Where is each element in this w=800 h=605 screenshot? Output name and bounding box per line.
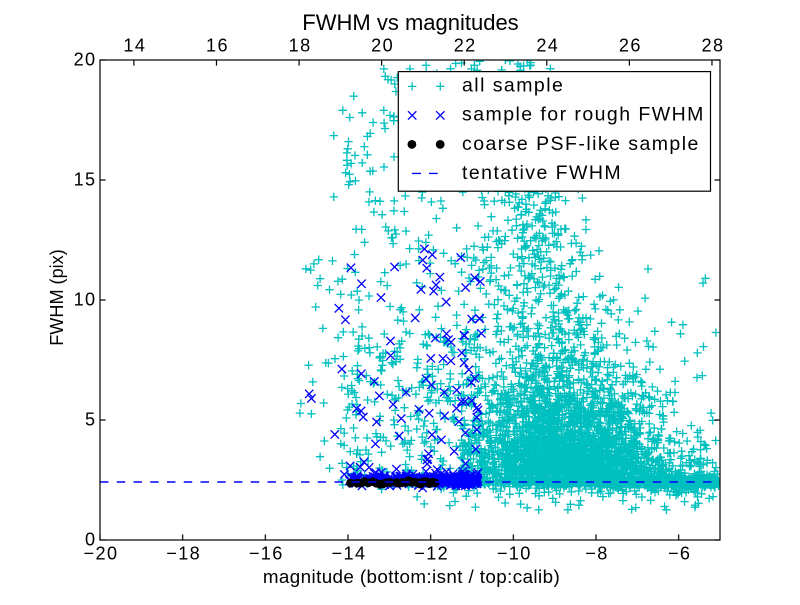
svg-text:16: 16 (206, 36, 229, 56)
svg-text:magnitude (bottom:isnt / top:c: magnitude (bottom:isnt / top:calib) (263, 566, 560, 587)
svg-text:0: 0 (85, 530, 96, 550)
svg-text:22: 22 (454, 36, 477, 56)
svg-text:18: 18 (289, 36, 312, 56)
svg-text:5: 5 (85, 410, 96, 430)
svg-text:10: 10 (74, 290, 97, 310)
svg-text:15: 15 (74, 170, 97, 190)
svg-text:FWHM vs magnitudes: FWHM vs magnitudes (302, 10, 518, 35)
svg-text:−10: −10 (497, 544, 532, 564)
svg-text:sample for rough FWHM: sample for rough FWHM (462, 104, 705, 126)
svg-text:28: 28 (702, 36, 725, 56)
svg-text:−14: −14 (332, 544, 367, 564)
svg-text:FWHM (pix): FWHM (pix) (47, 249, 67, 345)
svg-text:−6: −6 (668, 544, 691, 564)
svg-text:20: 20 (371, 36, 394, 56)
svg-text:20: 20 (74, 50, 97, 70)
svg-text:24: 24 (536, 36, 559, 56)
svg-text:tentative FWHM: tentative FWHM (462, 162, 622, 184)
svg-text:26: 26 (619, 36, 642, 56)
svg-text:14: 14 (123, 36, 146, 56)
svg-text:−18: −18 (166, 544, 201, 564)
svg-text:−20: −20 (84, 544, 119, 564)
svg-text:−16: −16 (249, 544, 284, 564)
svg-text:−8: −8 (585, 544, 608, 564)
svg-text:coarse PSF-like sample: coarse PSF-like sample (462, 133, 700, 155)
svg-text:−12: −12 (414, 544, 449, 564)
svg-text:all sample: all sample (462, 75, 564, 97)
